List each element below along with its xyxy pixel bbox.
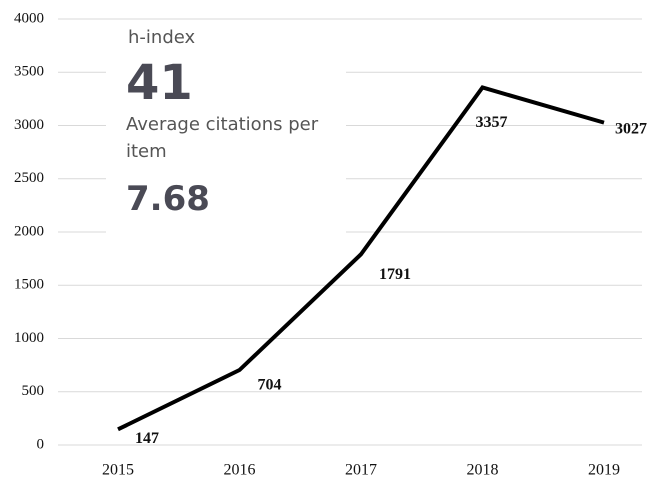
x-tick-label: 2018 xyxy=(467,462,499,479)
y-tick-label: 1000 xyxy=(14,330,44,346)
data-label: 147 xyxy=(135,430,159,447)
y-tick-label: 2500 xyxy=(14,170,44,186)
y-tick-label: 4000 xyxy=(14,10,44,26)
y-tick-label: 500 xyxy=(22,383,45,399)
data-label: 704 xyxy=(258,377,282,394)
metric-value: 7.68 xyxy=(126,179,210,219)
line xyxy=(117,85,605,432)
metric-label: h-index xyxy=(128,27,196,48)
data-label: 1791 xyxy=(379,266,411,283)
x-tick-label: 2016 xyxy=(224,462,256,479)
x-tick-label: 2019 xyxy=(588,462,620,479)
x-tick-label: 2015 xyxy=(102,462,134,479)
metrics-panel: h-index 41 Average citations per item 7.… xyxy=(106,20,346,235)
metric-value: 41 xyxy=(126,55,193,111)
y-tick-label: 0 xyxy=(37,436,45,452)
y-tick-label: 3500 xyxy=(14,64,44,80)
metric: Average citations per item 7.68 xyxy=(106,111,346,227)
y-tick-label: 1500 xyxy=(14,277,44,293)
data-label: 3357 xyxy=(476,114,508,131)
data-label: 3027 xyxy=(615,120,647,137)
y-tick-label: 3000 xyxy=(14,117,44,133)
y-tick-label: 2000 xyxy=(14,223,44,239)
metric: h-index 41 xyxy=(106,24,346,111)
x-tick-label: 2017 xyxy=(345,462,377,479)
metric-label: Average citations per item xyxy=(126,114,319,162)
